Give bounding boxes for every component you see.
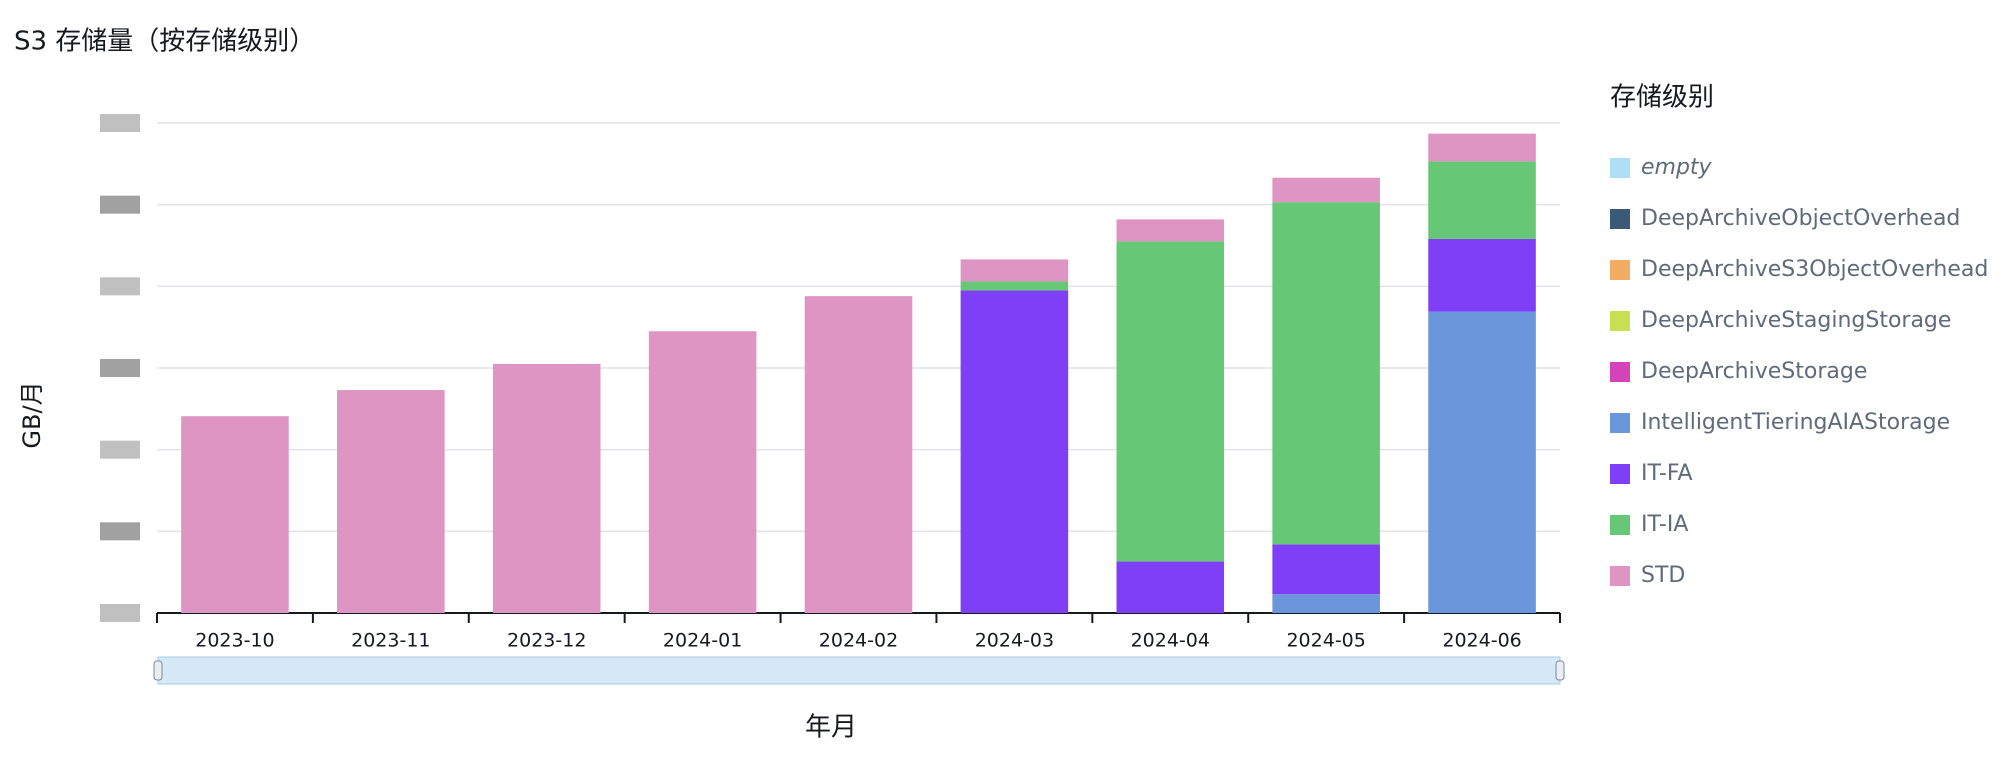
bar-segment: [960, 281, 1069, 291]
legend-label: DeepArchiveStagingStorage: [1641, 308, 1951, 333]
bar-segment: [1428, 311, 1536, 613]
bar-segment: [960, 290, 1069, 613]
bar-segment: [960, 259, 1069, 282]
legend-swatch: [1610, 209, 1630, 229]
bar-segment: [804, 296, 913, 613]
bar-segment: [1116, 561, 1225, 613]
chart-title: S3 存储量（按存储级别）: [14, 27, 315, 57]
legend-label: IT-IA: [1641, 512, 1688, 537]
x-tick-label: 2023-12: [507, 630, 586, 652]
obscured-tick-label: [100, 522, 140, 541]
legend-swatch: [1610, 515, 1630, 535]
legend-swatch: [1610, 260, 1630, 280]
legend-swatch: [1610, 413, 1630, 433]
bar-segment: [492, 363, 601, 613]
legend-swatch: [1610, 464, 1630, 484]
legend-label: DeepArchiveS3ObjectOverhead: [1641, 257, 1988, 282]
legend-label: DeepArchiveObjectOverhead: [1641, 206, 1960, 231]
y-axis-label: GB/月: [18, 381, 46, 448]
obscured-tick-label: [100, 604, 140, 622]
obscured-tick-label: [100, 195, 140, 214]
obscured-tick-label: [100, 440, 140, 459]
obscured-tick-label: [100, 114, 140, 132]
x-axis-label: 年月: [805, 713, 857, 743]
legend-title: 存储级别: [1610, 83, 1714, 113]
bar-segment: [337, 390, 445, 613]
x-tick-label: 2023-11: [351, 630, 430, 652]
legend-swatch: [1610, 566, 1630, 586]
bar-segment: [1272, 544, 1380, 595]
bar-segment: [1428, 238, 1536, 312]
bar-segment: [1116, 219, 1225, 242]
slider-handle[interactable]: [1555, 660, 1565, 681]
bar-segment: [1116, 241, 1225, 562]
legend-label: IntelligentTieringAIAStorage: [1641, 410, 1950, 435]
bar-segment: [648, 331, 757, 613]
x-tick-label: 2023-10: [195, 630, 274, 652]
bar-segment: [1272, 177, 1380, 203]
legend-label: DeepArchiveStorage: [1641, 359, 1867, 384]
obscured-tick-label: [100, 277, 140, 296]
legend-label: IT-FA: [1641, 461, 1693, 486]
legend-label: STD: [1641, 563, 1685, 588]
x-tick-label: 2024-05: [1286, 630, 1365, 652]
bar-segment: [181, 416, 289, 613]
x-tick-label: 2024-02: [819, 630, 898, 652]
x-tick-label: 2024-03: [975, 630, 1054, 652]
legend-label: empty: [1641, 155, 1713, 180]
bar-segment: [1272, 594, 1380, 613]
obscured-tick-label: [100, 359, 140, 377]
bar-segment: [1428, 161, 1536, 239]
legend-swatch: [1610, 362, 1630, 382]
legend-swatch: [1610, 311, 1630, 331]
bar-segment: [1272, 202, 1380, 545]
x-tick-label: 2024-01: [663, 630, 742, 652]
x-tick-label: 2024-06: [1442, 630, 1521, 652]
slider-handle[interactable]: [153, 660, 163, 681]
x-tick-label: 2024-04: [1131, 630, 1210, 652]
legend-swatch: [1610, 158, 1630, 178]
range-slider[interactable]: [157, 656, 1561, 685]
bar-segment: [1428, 133, 1536, 162]
